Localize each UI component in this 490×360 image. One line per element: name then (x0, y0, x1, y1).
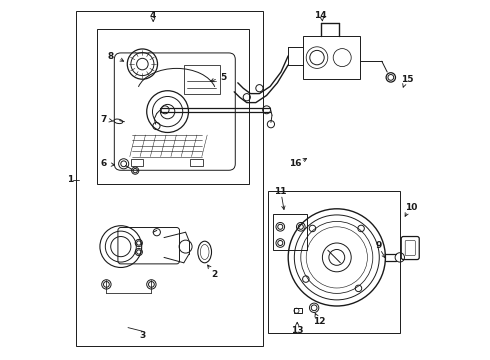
Bar (303, 36, 360, 79)
Text: 12: 12 (313, 317, 325, 325)
Text: 5: 5 (220, 73, 226, 82)
Bar (184, 65, 220, 94)
Text: 6: 6 (100, 159, 107, 168)
Bar (130, 159, 144, 166)
Text: 16: 16 (289, 159, 302, 168)
Text: 4: 4 (150, 11, 156, 20)
Bar (190, 159, 203, 166)
Text: 15: 15 (401, 76, 413, 85)
Text: 9: 9 (375, 241, 381, 250)
Text: 2: 2 (211, 270, 218, 279)
Text: 1: 1 (67, 175, 73, 184)
Text: 13: 13 (291, 326, 303, 335)
Text: 10: 10 (405, 203, 417, 212)
Text: 7: 7 (100, 115, 107, 124)
Bar (76, 11, 263, 346)
Text: 8: 8 (108, 52, 114, 61)
Text: 11: 11 (274, 187, 287, 197)
Text: 14: 14 (314, 11, 327, 20)
Bar (269, 191, 400, 333)
Bar (273, 214, 307, 250)
Bar (98, 29, 248, 184)
Text: 3: 3 (139, 331, 146, 341)
Bar (294, 308, 301, 313)
